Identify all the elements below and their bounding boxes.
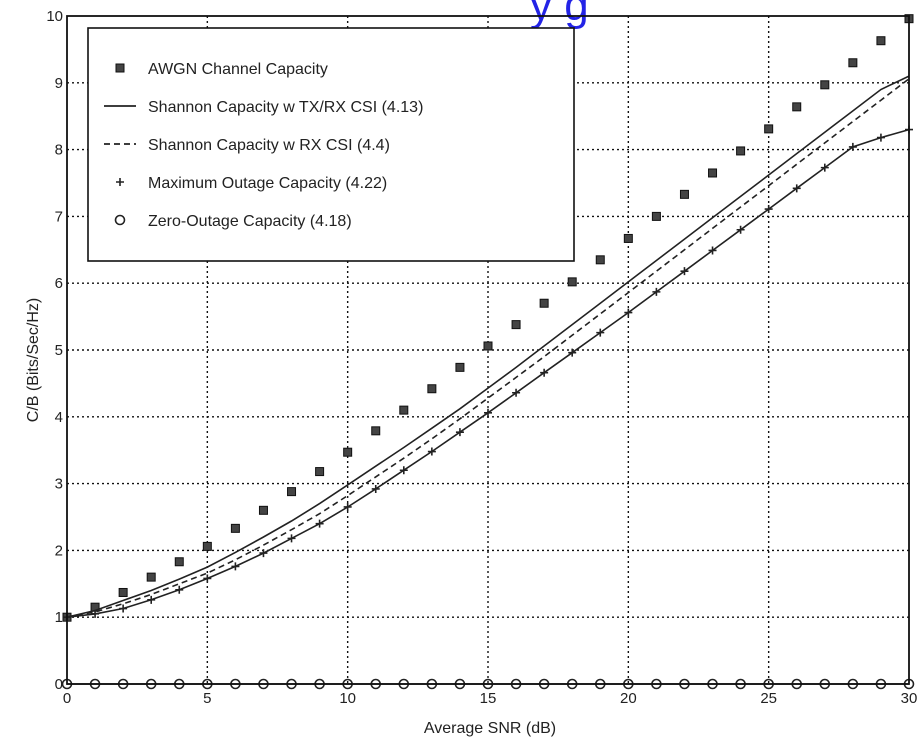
x-axis-label: Average SNR (dB)	[424, 720, 556, 737]
data-point	[652, 287, 661, 296]
data-point	[118, 587, 128, 597]
y-tick-label: 9	[55, 75, 63, 92]
data-point	[91, 609, 100, 618]
tick-labels: 0 5 10 15 20 25 30 0 1 2 3 4 5 6 7 8 9 10	[46, 8, 917, 707]
data-point	[624, 308, 633, 317]
data-point	[315, 519, 324, 528]
data-point	[512, 388, 521, 397]
y-tick-label: 6	[55, 275, 63, 292]
data-point	[371, 426, 381, 436]
data-point	[455, 362, 465, 372]
legend-label: Shannon Capacity w TX/RX CSI (4.13)	[148, 99, 423, 116]
data-point	[258, 505, 268, 515]
data-point	[848, 142, 857, 151]
data-point	[427, 447, 436, 456]
y-axis-label: C/B (Bits/Sec/Hz)	[25, 298, 42, 422]
data-point	[736, 146, 746, 156]
x-tick-label: 0	[63, 690, 71, 707]
legend-label: AWGN Channel Capacity	[148, 61, 328, 78]
data-point	[399, 466, 408, 475]
data-point	[484, 408, 492, 417]
data-point	[147, 595, 156, 604]
data-point	[876, 133, 885, 142]
legend: AWGN Channel Capacity Shannon Capacity w …	[87, 27, 575, 262]
data-point	[848, 58, 858, 68]
data-point	[651, 211, 661, 221]
data-point	[596, 328, 605, 337]
data-point	[708, 246, 717, 255]
x-tick-label: 5	[203, 690, 211, 707]
y-tick-label: 7	[55, 208, 63, 225]
data-point	[708, 168, 718, 178]
y-tick-label: 8	[55, 142, 63, 159]
y-tick-label: 10	[46, 8, 63, 25]
y-tick-label: 0	[55, 676, 63, 693]
x-tick-label: 20	[620, 690, 637, 707]
data-point	[792, 184, 801, 193]
data-point	[876, 36, 886, 46]
data-point	[820, 163, 829, 172]
y-tick-label: 2	[55, 542, 63, 559]
data-point	[623, 233, 633, 243]
data-point	[231, 562, 240, 571]
data-point	[568, 348, 577, 357]
legend-swatch	[114, 214, 126, 226]
data-point	[764, 205, 773, 214]
data-point	[146, 572, 156, 582]
series-line	[66, 78, 910, 618]
legend-box	[87, 27, 575, 262]
data-point	[175, 585, 184, 594]
legend-swatch	[116, 178, 124, 186]
data-point	[343, 502, 352, 511]
y-tick-label: 1	[55, 609, 63, 626]
legend-label: Zero-Outage Capacity (4.18)	[148, 213, 352, 230]
series-line	[66, 75, 910, 618]
data-point	[230, 523, 240, 533]
data-point	[119, 604, 128, 613]
data-point	[427, 384, 437, 394]
data-point	[203, 574, 212, 583]
data-point	[174, 557, 184, 567]
y-tick-label: 4	[55, 409, 63, 426]
data-point	[259, 549, 268, 558]
plot-frame	[66, 15, 910, 685]
data-point	[820, 80, 830, 90]
legend-swatch	[115, 63, 125, 73]
data-point	[736, 225, 745, 234]
series-3	[63, 125, 913, 622]
data-point	[540, 368, 549, 377]
axes	[66, 15, 910, 685]
data-point	[539, 298, 549, 308]
data-point	[287, 487, 297, 497]
data-point	[567, 277, 577, 287]
data-point	[315, 467, 325, 477]
series-1	[66, 75, 910, 618]
legend-label: Shannon Capacity w RX CSI (4.4)	[148, 137, 390, 154]
data-point	[343, 447, 353, 457]
x-tick-label: 15	[480, 690, 497, 707]
y-tick-label: 5	[55, 342, 63, 359]
series-2	[66, 78, 910, 618]
y-tick-label: 3	[55, 476, 63, 493]
data-point	[455, 428, 464, 437]
title-fragment: y g	[530, 0, 589, 30]
data-point	[680, 267, 689, 276]
data-point	[764, 124, 774, 134]
data-point	[287, 534, 296, 543]
x-tick-label: 10	[339, 690, 356, 707]
data-point	[399, 405, 409, 415]
data-point	[679, 189, 689, 199]
data-point	[483, 341, 493, 351]
x-tick-label: 25	[760, 690, 777, 707]
data-point	[202, 541, 212, 551]
legend-label: Maximum Outage Capacity (4.22)	[148, 175, 387, 192]
data-point	[371, 484, 380, 493]
data-point	[595, 255, 605, 265]
data-point	[511, 320, 521, 330]
data-point	[792, 102, 802, 112]
x-tick-label: 30	[901, 690, 918, 707]
